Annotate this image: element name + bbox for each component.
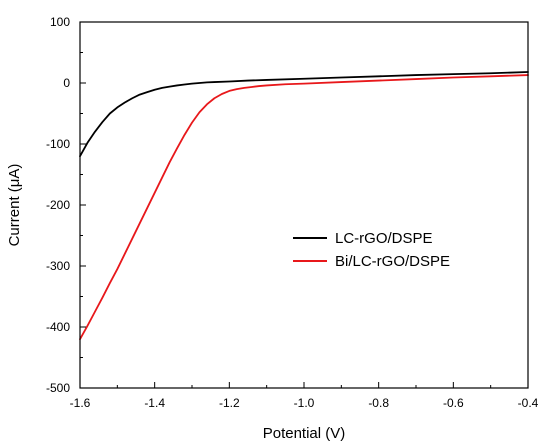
x-tick-label: -0.6 <box>443 396 464 410</box>
x-tick-label: -1.2 <box>219 396 240 410</box>
x-axis-title: Potential (V) <box>263 425 346 442</box>
y-tick-label: -400 <box>46 320 70 334</box>
y-tick-label: 0 <box>63 76 70 90</box>
y-tick-label: -200 <box>46 198 70 212</box>
y-tick-label: 100 <box>50 15 70 29</box>
axes-layer <box>79 21 529 389</box>
x-tick-label: -1.0 <box>294 396 315 410</box>
x-tick-label: -0.8 <box>368 396 389 410</box>
series-layer <box>79 71 529 341</box>
x-tick-label: -1.4 <box>144 396 165 410</box>
y-tick-label: -300 <box>46 259 70 273</box>
series-line-1 <box>79 74 529 341</box>
x-tick-label: -1.6 <box>70 396 91 410</box>
y-axis-title: Current (μA) <box>6 164 23 247</box>
legend-label-0: LC-rGO/DSPE <box>335 230 433 247</box>
x-tick-label: -0.4 <box>518 396 539 410</box>
y-tick-label: -500 <box>46 381 70 395</box>
labels-layer: -1.6 -1.4 -1.2 -1.0 -0.8 -0.6 -0.4 100 0 -100 -200… <box>6 15 539 442</box>
series-line-0 <box>79 71 529 158</box>
y-tick-label: -100 <box>46 137 70 151</box>
legend: LC-rGO/DSPE Bi/LC-rGO/DSPE <box>293 230 450 270</box>
legend-label-1: Bi/LC-rGO/DSPE <box>335 253 450 270</box>
